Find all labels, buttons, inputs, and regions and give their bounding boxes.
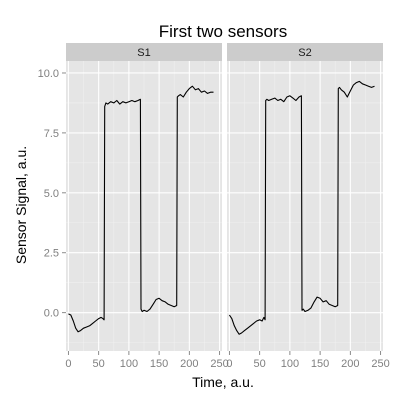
facet-panels: S1 0 50 100 150 200 250 S2 0 50 100 150 200 250 xyxy=(65,43,390,370)
x-tick-label: 0 xyxy=(226,358,232,370)
y-tick-label: 10.0 xyxy=(38,68,59,80)
y-tick-label: 5.0 xyxy=(44,188,59,200)
x-tick-label: 100 xyxy=(120,358,138,370)
x-tick-label: 250 xyxy=(371,358,389,370)
series-line-s1 xyxy=(68,85,214,333)
y-tick-label: 7.5 xyxy=(44,128,59,140)
x-axis-title: Time, a.u. xyxy=(192,374,254,390)
facet-panel-s1: S1 0 50 100 150 200 250 xyxy=(65,43,229,370)
y-axis: 0.0 2.5 5.0 7.5 10.0 xyxy=(38,68,66,320)
y-axis-title: Sensor Signal, a.u. xyxy=(13,146,29,264)
facet-strip-label: S1 xyxy=(137,47,150,59)
x-tick-label: 200 xyxy=(180,358,198,370)
x-tick-label: 150 xyxy=(311,358,329,370)
facet-strip xyxy=(227,43,383,61)
x-tick-label: 150 xyxy=(150,358,168,370)
y-tick-label: 0.0 xyxy=(44,308,59,320)
x-tick-label: 50 xyxy=(254,358,266,370)
facet-strip-label: S2 xyxy=(298,47,311,59)
x-tick-label: 200 xyxy=(341,358,359,370)
x-tick-label: 250 xyxy=(210,358,228,370)
series-line-s2 xyxy=(228,80,375,335)
x-tick-label: 50 xyxy=(93,358,105,370)
facet-strip xyxy=(66,43,222,61)
x-tick-label: 0 xyxy=(65,358,71,370)
y-tick-label: 2.5 xyxy=(44,248,59,260)
chart-title: First two sensors xyxy=(159,22,287,41)
x-tick-label: 100 xyxy=(281,358,299,370)
facet-panel-s2: S2 0 50 100 150 200 250 xyxy=(226,43,390,370)
